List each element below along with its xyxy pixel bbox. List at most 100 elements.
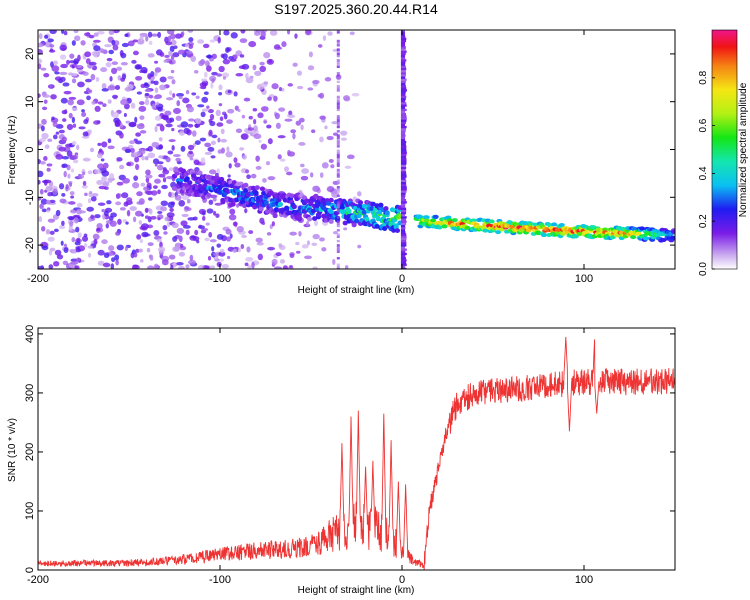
signal-cell bbox=[383, 206, 389, 211]
transient-cell bbox=[336, 224, 340, 228]
noise-cell bbox=[319, 172, 324, 178]
transient-cell bbox=[400, 261, 407, 264]
colorbar-label: Normalized spectral amplitude bbox=[738, 82, 749, 217]
noise-cell bbox=[160, 200, 168, 207]
transient-cell bbox=[400, 74, 406, 77]
noise-cell bbox=[153, 230, 160, 237]
signal-cell bbox=[296, 215, 302, 220]
noise-cell bbox=[296, 70, 303, 76]
noise-cell bbox=[171, 79, 176, 85]
noise-cell bbox=[109, 76, 113, 82]
noise-cell bbox=[144, 190, 152, 195]
noise-cell bbox=[154, 163, 158, 167]
noise-cell bbox=[207, 255, 212, 261]
noise-cell bbox=[174, 33, 183, 39]
transient-cell bbox=[336, 30, 340, 32]
noise-cell bbox=[38, 33, 43, 40]
noise-cell bbox=[105, 62, 112, 68]
noise-cell bbox=[71, 116, 76, 124]
noise-cell bbox=[289, 231, 297, 236]
noise-cell bbox=[241, 114, 246, 119]
noise-cell bbox=[108, 49, 114, 55]
noise-cell bbox=[55, 209, 61, 217]
transient-cell bbox=[336, 222, 340, 226]
noise-cell bbox=[307, 87, 314, 91]
noise-cell bbox=[216, 233, 224, 240]
signal-cell bbox=[642, 236, 649, 241]
signal-cell bbox=[635, 231, 642, 236]
noise-cell bbox=[101, 88, 109, 92]
noise-cell bbox=[158, 155, 164, 159]
transient-cell bbox=[336, 188, 340, 191]
noise-cell bbox=[54, 249, 62, 256]
colorbar-frame bbox=[711, 29, 738, 270]
y-tick-label: 100 bbox=[24, 502, 36, 520]
noise-cell bbox=[328, 158, 334, 163]
noise-cell bbox=[217, 137, 221, 143]
noise-cell bbox=[62, 260, 69, 266]
transient-cell bbox=[400, 224, 406, 228]
noise-cell bbox=[168, 50, 173, 56]
noise-cell bbox=[154, 178, 161, 184]
noise-cell bbox=[47, 138, 53, 143]
transient-cell bbox=[336, 54, 340, 58]
transient-cell bbox=[400, 155, 407, 159]
noise-cell bbox=[217, 36, 221, 44]
noise-cell bbox=[107, 138, 112, 144]
transient-cell bbox=[400, 44, 406, 47]
transient-cell bbox=[336, 100, 340, 103]
signal-cell bbox=[313, 193, 319, 199]
noise-cell bbox=[247, 127, 255, 131]
noise-cell bbox=[138, 220, 143, 225]
noise-cell bbox=[42, 94, 51, 98]
noise-cell bbox=[175, 157, 181, 162]
x-tick-label: 100 bbox=[575, 273, 593, 285]
transient-cell bbox=[400, 80, 406, 84]
transient-cell bbox=[400, 181, 407, 185]
transient-cell bbox=[336, 41, 340, 45]
noise-cell bbox=[295, 241, 300, 246]
noise-cell bbox=[121, 192, 129, 199]
signal-cell bbox=[328, 219, 334, 224]
noise-cell bbox=[245, 256, 254, 262]
noise-cell bbox=[185, 89, 190, 95]
transient-cell bbox=[400, 140, 407, 144]
noise-cell bbox=[173, 153, 181, 158]
noise-cell bbox=[159, 76, 167, 83]
noise-cell bbox=[222, 53, 228, 60]
noise-cell bbox=[70, 195, 75, 199]
noise-cell bbox=[39, 203, 44, 210]
noise-cell bbox=[123, 113, 127, 117]
noise-cell bbox=[124, 86, 132, 92]
noise-cell bbox=[169, 90, 173, 96]
transient-cell bbox=[336, 186, 340, 189]
noise-cell bbox=[213, 252, 221, 257]
noise-cell bbox=[228, 214, 237, 221]
transient-cell bbox=[336, 140, 340, 144]
transient-cell bbox=[400, 33, 405, 36]
transient-cell bbox=[336, 80, 340, 84]
snr-y-label: SNR (10 * v/v) bbox=[7, 418, 18, 482]
signal-cell bbox=[323, 217, 329, 223]
x-tick-label: 0 bbox=[399, 574, 405, 586]
noise-cell bbox=[128, 121, 137, 127]
noise-cell bbox=[112, 44, 119, 51]
y-tick-label: 200 bbox=[24, 443, 36, 461]
noise-cell bbox=[211, 134, 218, 139]
noise-cell bbox=[250, 173, 257, 179]
noise-cell bbox=[227, 108, 235, 114]
snr-x-label: Height of straight line (km) bbox=[298, 585, 415, 596]
noise-cell bbox=[294, 33, 298, 39]
transient-cell bbox=[336, 173, 340, 176]
transient-cell bbox=[400, 222, 407, 226]
noise-cell bbox=[319, 237, 325, 242]
transient-cell bbox=[336, 168, 340, 172]
noise-cell bbox=[76, 144, 80, 151]
noise-cell bbox=[133, 175, 139, 181]
noise-cell bbox=[154, 125, 158, 133]
signal-cell bbox=[540, 233, 547, 238]
noise-cell bbox=[332, 231, 338, 235]
noise-cell bbox=[147, 53, 155, 58]
